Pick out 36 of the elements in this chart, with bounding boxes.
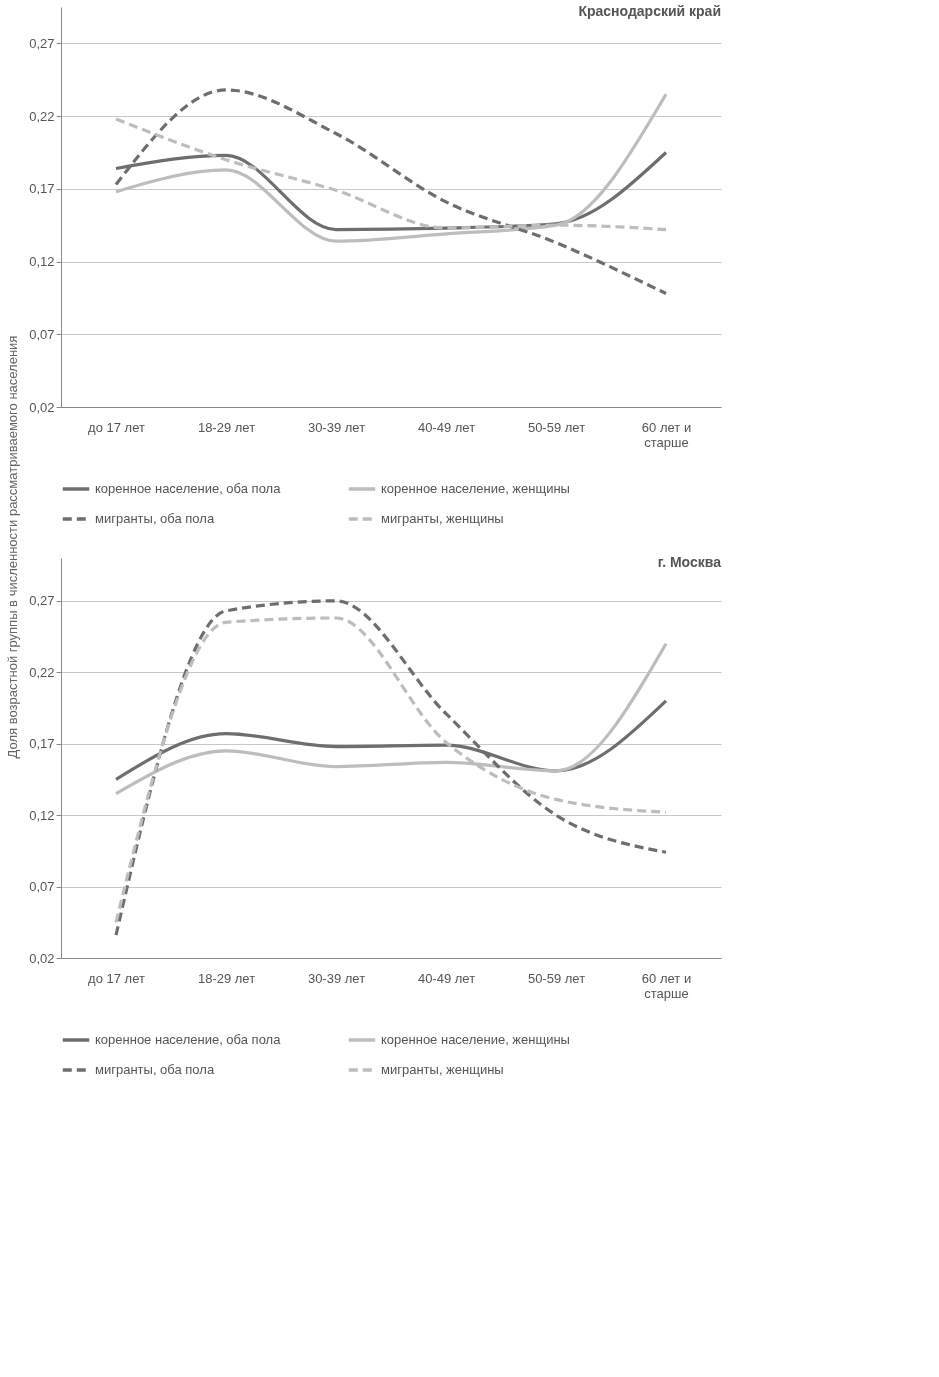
legend-label: коренное население, женщины [381, 1032, 570, 1047]
x-tick-label: 60 лет и старше [641, 419, 692, 450]
legend-label: мигранты, оба пола [95, 511, 215, 526]
y-tick-label: 0,27 [29, 593, 55, 609]
legend-label: коренное население, оба пола [95, 1032, 282, 1047]
y-tick-label: 0,17 [29, 736, 55, 752]
y-axis-title: Доля возрастной группы в численности рассматриваемого населения [5, 335, 20, 759]
x-tick-label: 18-29 лет [197, 419, 256, 435]
y-tick-label: 0,02 [29, 950, 55, 966]
legend-label: мигранты, женщины [381, 1062, 504, 1077]
y-tick-label: 0,22 [29, 664, 55, 680]
x-tick-label: 40-49 лет [417, 970, 476, 986]
chart-title: Краснодарский край [578, 3, 721, 19]
legend-label: мигранты, оба пола [95, 1062, 215, 1077]
x-tick-label: до 17 лет [88, 970, 145, 986]
y-tick-label: 0,07 [29, 326, 55, 342]
chart-title: г. Москва [657, 554, 722, 570]
y-tick-label: 0,07 [29, 879, 55, 895]
legend-label: мигранты, женщины [381, 511, 504, 526]
x-tick-label: 60 лет и старше [641, 970, 692, 1001]
x-tick-label: 30-39 лет [307, 419, 366, 435]
legend-label: коренное население, оба пола [95, 481, 282, 496]
y-tick-label: 0,22 [29, 108, 55, 124]
y-tick-label: 0,12 [29, 254, 55, 270]
y-tick-label: 0,02 [29, 399, 55, 415]
legend-label: коренное население, женщины [381, 481, 570, 496]
x-tick-label: 50-59 лет [527, 419, 586, 435]
line-series [114, 88, 668, 296]
x-tick-label: до 17 лет [88, 419, 145, 435]
y-tick-label: 0,17 [29, 181, 55, 197]
x-tick-label: 50-59 лет [527, 970, 586, 986]
x-tick-label: 30-39 лет [307, 970, 366, 986]
x-tick-label: 40-49 лет [417, 419, 476, 435]
x-tick-label: 18-29 лет [197, 970, 256, 986]
y-tick-label: 0,27 [29, 35, 55, 51]
y-tick-label: 0,12 [29, 807, 55, 823]
